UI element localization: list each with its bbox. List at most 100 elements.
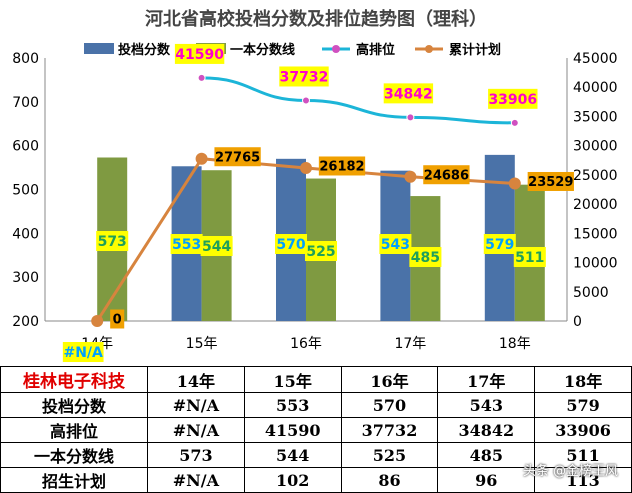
table-row: 一本分数线 573 544 525 485 511: [0, 442, 632, 468]
table-cell: #N/A: [147, 417, 245, 443]
plan-label: 23529: [528, 175, 573, 190]
row-label: 招生计划: [0, 467, 148, 493]
cutoff-label: 511: [515, 250, 544, 266]
table-cell: #N/A: [147, 467, 245, 493]
table-cell: 543: [437, 392, 536, 418]
left-tick-label: 200: [12, 314, 39, 330]
x-tick-label: 16年: [290, 336, 322, 352]
score-label: 543: [381, 237, 410, 253]
table-row: 高排位 #N/A 41590 37732 34842 33906: [0, 417, 632, 443]
table-cell: 570: [340, 392, 439, 418]
rank-label: 34842: [384, 86, 433, 102]
table-row: 招生计划 #N/A 102 86 96 113: [0, 467, 632, 493]
right-tick-label: 40000: [573, 80, 618, 96]
data-table: 桂林电子科技 14年 15年 16年 17年 18年 投档分数 #N/A 553…: [0, 366, 632, 493]
table-cell: 485: [437, 442, 536, 468]
cutoff-label-bg: [513, 247, 546, 267]
right-tick-label: 15000: [573, 226, 618, 242]
brand-label: 桂林电子科技: [0, 366, 148, 393]
rank-label-bg: [488, 88, 538, 109]
table-cell: 525: [340, 442, 439, 468]
table-cell: 102: [243, 467, 342, 493]
right-tick-label: 25000: [573, 168, 618, 184]
rank-label-bg: [174, 43, 225, 64]
table-cell: 573: [147, 442, 245, 468]
right-tick-label: 10000: [573, 256, 618, 272]
table-header-cell: 16年: [340, 366, 439, 393]
table-cell: 41590: [243, 417, 342, 443]
score-label: 570: [276, 237, 305, 253]
plan-label: 26182: [319, 160, 364, 175]
rank-label: 41590: [175, 47, 224, 63]
score-label: 553: [172, 237, 201, 253]
right-tick-label: 0: [573, 314, 582, 330]
right-tick-label: 5000: [573, 285, 609, 301]
legend-swatch: [84, 43, 114, 54]
plan-label-bg: [214, 147, 261, 167]
x-tick-label: 18年: [499, 336, 531, 352]
score-label-bg: [274, 234, 308, 254]
plan-label: 24686: [424, 168, 469, 183]
rank-line: [201, 76, 515, 125]
plan-point: [404, 170, 417, 183]
score-label: #N/A: [63, 345, 103, 361]
x-tick-label: 17年: [394, 336, 426, 352]
cutoff-label: 573: [98, 234, 127, 250]
score-label-bg: [170, 234, 203, 254]
table-cell: 34842: [437, 417, 536, 443]
plan-label: 27765: [215, 150, 260, 165]
data-labels: #N/A 553 570 543 579 573 544 525 485 511 41590 3773…: [62, 43, 574, 362]
plan-point: [508, 177, 521, 190]
plan-point: [91, 315, 104, 327]
right-tick-label: 45000: [573, 51, 618, 67]
row-label: 高排位: [0, 417, 148, 443]
table-header-row: 桂林电子科技 14年 15年 16年 17年 18年: [0, 366, 632, 393]
left-tick-label: 600: [12, 139, 39, 155]
table-cell: 86: [340, 467, 439, 493]
legend: 投档分数 一本分数线 高排位 累计计划: [84, 42, 501, 58]
table-cell: 33906: [534, 417, 632, 443]
watermark: 头条 @金榜王风: [522, 464, 618, 479]
table-header-cell: 17年: [437, 366, 536, 393]
table-row: 投档分数 #N/A 553 570 543 579: [0, 392, 632, 418]
left-tick-label: 300: [12, 270, 39, 286]
rank-point: [197, 73, 206, 82]
plan-point: [300, 161, 312, 174]
right-tick-label: 20000: [573, 197, 618, 213]
legend-label: 累计计划: [449, 42, 501, 58]
left-tick-label: 400: [12, 226, 39, 242]
table-header-cell: 18年: [534, 366, 632, 393]
plan-label-bg: [527, 171, 574, 191]
rank-label-bg: [383, 83, 434, 104]
score-label-bg: [379, 234, 412, 254]
table-header-cell: 14年: [147, 366, 245, 393]
cutoff-label: 485: [411, 250, 440, 266]
row-label: 一本分数线: [0, 442, 148, 468]
table-cell: 579: [534, 392, 632, 418]
table-cell: #N/A: [147, 392, 245, 418]
row-label: 投档分数: [0, 392, 148, 418]
legend-marker: [425, 45, 433, 53]
rank-label: 33906: [488, 92, 537, 108]
axes: 200 300 400 500 600 700 800 0 5000 10000 15000 2000…: [12, 51, 617, 352]
chart-title: 河北省高校投档分数及排位趋势图（理科）: [145, 8, 487, 30]
rank-point: [406, 113, 415, 122]
plan-label-bg: [318, 156, 366, 176]
right-tick-label: 35000: [573, 109, 618, 125]
table-cell: 37732: [340, 417, 439, 443]
plan-label-bg: [423, 165, 470, 185]
right-tick-label: 30000: [573, 139, 618, 155]
plan-point: [195, 152, 208, 165]
cutoff-label-bg: [409, 247, 442, 267]
cutoff-label-bg: [304, 241, 338, 261]
rank-label-bg: [279, 66, 329, 87]
legend-label: 一本分数线: [230, 42, 295, 58]
score-label-bg: [62, 342, 104, 362]
plan-label-bg: [110, 309, 125, 329]
chart: 河北省高校投档分数及排位趋势图（理科） 投档分数 一本分数线 高排位 累计计划 200…: [12, 8, 618, 362]
rank-point: [302, 96, 310, 105]
table-header-cell: 15年: [243, 366, 342, 393]
table-cell: 96: [437, 467, 536, 493]
cutoff-label: 544: [202, 239, 231, 255]
